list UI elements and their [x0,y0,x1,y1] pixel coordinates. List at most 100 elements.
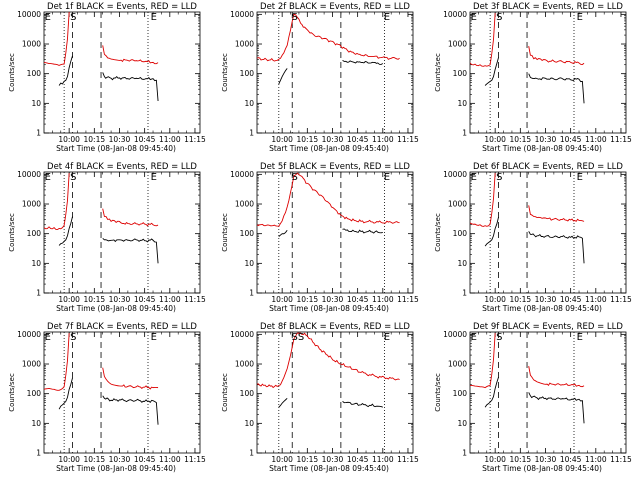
y-tick-label: 1000 [448,360,467,369]
x-tick-label: 10:30 [109,295,131,304]
y-tick-label: 10000 [17,10,41,19]
y-tick-label: 100 [453,229,468,238]
y-axis-label: Counts/sec [221,53,229,92]
x-tick-label: 10:45 [134,295,156,304]
y-tick-label: 1000 [448,200,467,209]
detector-panel-1: Det 1f BLACK = Events, RED = LLD 1 10 100 10… [0,0,213,160]
y-tick-label: 1 [36,289,41,298]
chart-svg-7: Det 7f BLACK = Events, RED = LLD 1 10 100 10… [8,322,206,473]
x-tick-label: 10:15 [84,295,106,304]
y-axis-label: Counts/sec [221,213,229,252]
y-tick-label: 1 [36,449,41,458]
y-axis-label: Counts/sec [8,213,16,252]
series-line-black [528,392,585,424]
x-tick-label: 10:45 [134,135,156,144]
x-axis-label: Start Time (08-Jan-08 09:45:40) [482,304,602,313]
marker-label: E [577,172,583,183]
series-line-red [257,172,400,227]
detector-panel-6: Det 6f BLACK = Events, RED = LLD 1 10 100 10… [426,160,639,320]
y-axis-label: Counts/sec [434,373,442,412]
x-tick-label: 10:45 [560,455,582,464]
marker-label: SS [292,332,305,343]
y-tick-label: 100 [453,389,468,398]
x-tick-label: 10:00 [271,295,293,304]
x-tick-label: 10:00 [484,295,506,304]
plot-frame [43,171,201,294]
x-tick-label: 10:00 [58,455,80,464]
y-tick-label: 100 [240,389,255,398]
x-tick-label: 10:30 [322,455,344,464]
chart-title: Det 4f BLACK = Events, RED = LLD [47,162,197,172]
chart-title: Det 2f BLACK = Events, RED = LLD [260,2,410,12]
y-tick-label: 100 [27,229,42,238]
x-tick-label: 10:00 [58,135,80,144]
x-tick-label: 10:00 [484,135,506,144]
marker-label: S [70,332,76,343]
series-line-red [528,366,585,388]
marker-label: E [577,12,583,23]
x-tick-label: 10:00 [484,455,506,464]
y-tick-label: 10 [457,419,467,428]
series-line-red [102,367,159,390]
x-tick-label: 11:00 [159,295,181,304]
detector-panel-4: Det 4f BLACK = Events, RED = LLD 1 10 100 10… [0,160,213,320]
x-tick-label: 10:30 [109,455,131,464]
chart-svg-3: Det 3f BLACK = Events, RED = LLD 1 10 100 10… [434,2,632,153]
series-line-red [102,45,159,65]
plot-frame [256,331,414,454]
x-tick-label: 10:30 [322,135,344,144]
marker-label: E [384,332,390,343]
chart-title: Det 6f BLACK = Events, RED = LLD [473,162,623,172]
y-tick-label: 1 [462,449,467,458]
detector-panel-5: Det 5f BLACK = Events, RED = LLD 1 10 100 10… [213,160,426,320]
y-tick-label: 1 [249,449,254,458]
y-tick-label: 10 [31,99,41,108]
y-tick-label: 1 [462,129,467,138]
y-tick-label: 1000 [448,40,467,49]
x-axis-label: Start Time (08-Jan-08 09:45:40) [269,304,389,313]
marker-label: S [292,12,298,23]
marker-label: E [45,172,51,183]
detector-panel-8: Det 8f BLACK = Events, RED = LLD 1 10 100 10… [213,320,426,480]
chart-title: Det 9f BLACK = Events, RED = LLD [473,322,623,332]
chart-svg-9: Det 9f BLACK = Events, RED = LLD 1 10 100 10… [434,322,632,473]
x-tick-label: 10:30 [109,135,131,144]
series-line-red [528,205,585,222]
marker-label: S [70,172,76,183]
marker-label: E [45,332,51,343]
marker-label: E [384,12,390,23]
x-tick-label: 11:15 [184,295,206,304]
chart-title: Det 3f BLACK = Events, RED = LLD [473,2,623,12]
x-tick-label: 11:15 [397,455,419,464]
x-tick-label: 11:15 [397,295,419,304]
x-tick-label: 10:45 [347,455,369,464]
series-line-black [102,237,159,264]
y-tick-label: 100 [240,229,255,238]
x-tick-label: 11:00 [585,455,607,464]
y-tick-label: 10 [457,99,467,108]
y-tick-label: 10 [244,419,254,428]
plot-frame [469,11,627,134]
x-tick-label: 11:00 [585,135,607,144]
series-line-black [278,397,288,408]
detector-panel-3: Det 3f BLACK = Events, RED = LLD 1 10 100 10… [426,0,639,160]
series-line-red [470,13,496,67]
y-tick-label: 10 [457,259,467,268]
x-tick-label: 10:15 [297,135,319,144]
y-tick-label: 10 [244,99,254,108]
series-line-red [44,12,70,66]
y-tick-label: 1000 [235,360,254,369]
x-tick-label: 10:30 [535,295,557,304]
x-tick-label: 10:00 [271,135,293,144]
chart-title: Det 5f BLACK = Events, RED = LLD [260,162,410,172]
x-tick-label: 10:00 [271,455,293,464]
series-line-black [58,55,73,86]
series-line-black [528,73,585,104]
y-tick-label: 1000 [235,200,254,209]
series-line-red [257,332,400,389]
y-tick-label: 10000 [230,170,254,179]
y-tick-label: 1 [462,289,467,298]
marker-label: E [471,12,477,23]
marker-label: S [496,172,502,183]
